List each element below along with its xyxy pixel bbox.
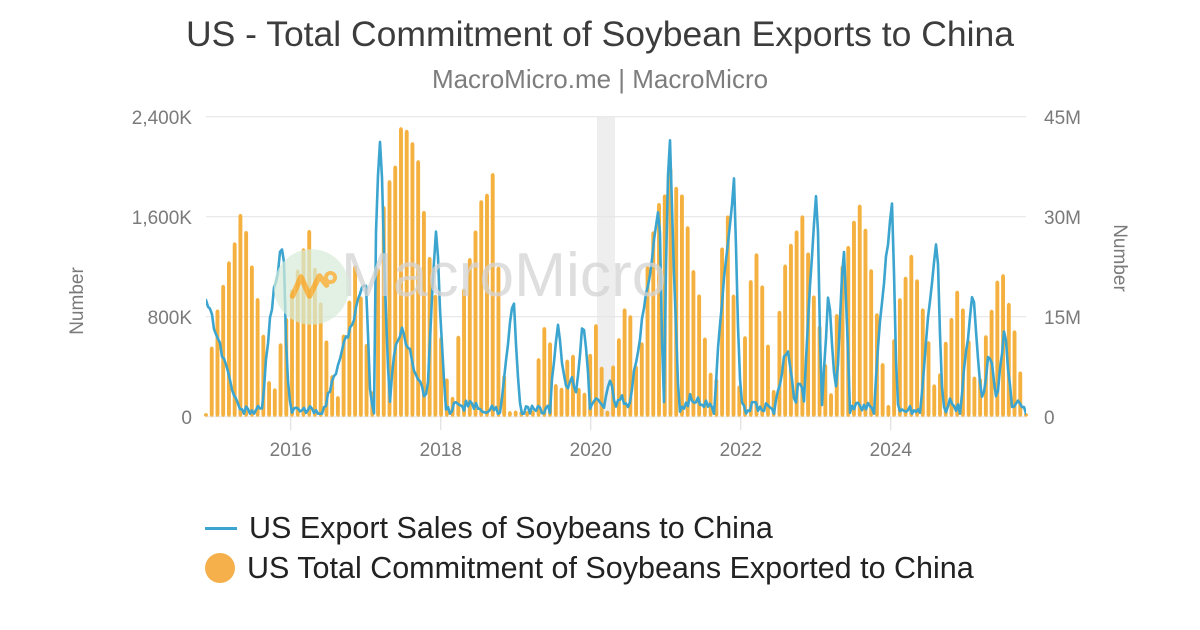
svg-text:MacroMicro: MacroMicro xyxy=(341,241,666,310)
